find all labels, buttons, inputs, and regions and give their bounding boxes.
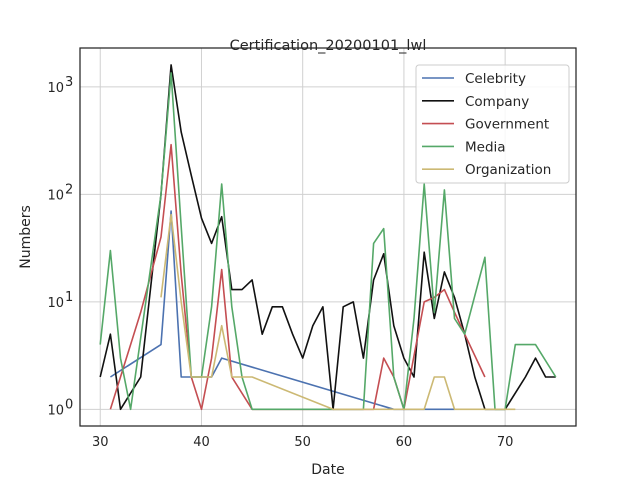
legend-label-organization: Organization xyxy=(465,162,551,178)
plot-frame xyxy=(79,47,577,427)
y-axis-label: Numbers xyxy=(18,205,34,269)
series-line-organization xyxy=(160,213,516,411)
y-tick-label: 10 xyxy=(47,81,64,96)
y-tick-label: 10 xyxy=(47,188,64,203)
x-tick-label: 70 xyxy=(497,435,514,450)
series-line-company xyxy=(99,64,556,411)
x-axis-label: Date xyxy=(311,462,344,478)
legend-box xyxy=(415,64,570,184)
legend-label-government: Government xyxy=(465,117,549,133)
legend-label-company: Company xyxy=(465,94,529,110)
x-axis-ticks: 30 40 50 60 70 xyxy=(92,435,513,450)
legend-label-media: Media xyxy=(465,139,506,155)
y-tick-exponent: 1 xyxy=(65,290,73,305)
legend: Celebrity Company Government Media Organizat… xyxy=(415,64,570,184)
x-tick-label: 60 xyxy=(396,435,413,450)
x-tick-label: 50 xyxy=(294,435,311,450)
chart-title: Certification_20200101_lwl xyxy=(230,38,427,54)
x-tick-label: 30 xyxy=(92,435,109,450)
x-tick-label: 40 xyxy=(193,435,210,450)
series-line-media xyxy=(99,72,557,411)
y-tick-exponent: 2 xyxy=(65,182,73,197)
legend-label-celebrity: Celebrity xyxy=(465,71,526,87)
y-tick-label: 10 xyxy=(47,403,64,418)
y-tick-exponent: 0 xyxy=(65,397,73,412)
y-tick-exponent: 3 xyxy=(65,75,73,90)
y-tick-label: 10 xyxy=(47,296,64,311)
series-lines xyxy=(99,64,557,411)
